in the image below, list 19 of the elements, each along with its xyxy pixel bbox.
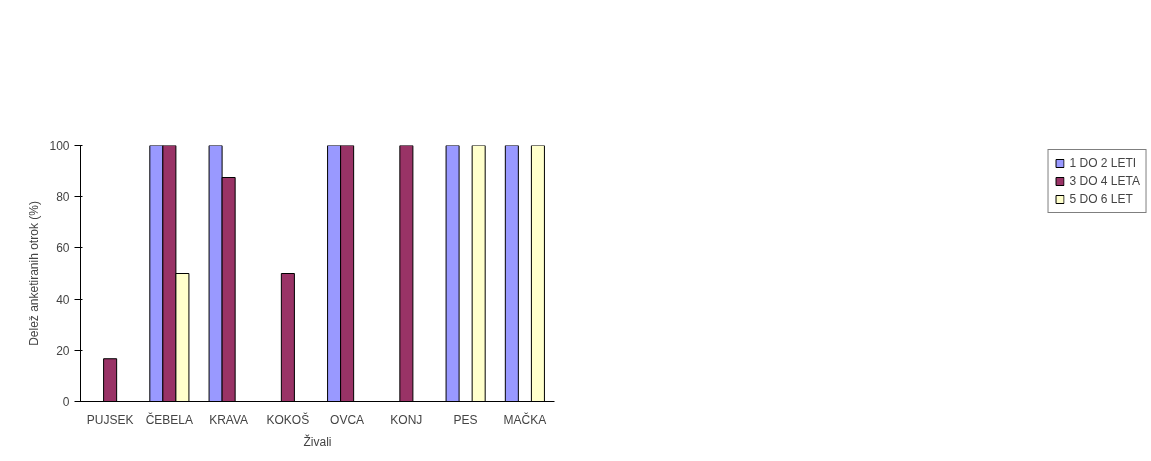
- y-tick-label: 0: [62, 395, 70, 409]
- y-axis-title: Delež anketiranih otrok (%): [27, 201, 42, 346]
- x-tick-label: KOKOŠ: [266, 411, 310, 427]
- x-tick-label: MAČKA: [503, 411, 547, 427]
- y-tick-label: 80: [56, 190, 70, 205]
- y-tick-label: 20: [56, 343, 70, 358]
- x-axis-title: Živali: [303, 433, 332, 449]
- x-tick-label: PUJSEK: [86, 412, 134, 427]
- legend-label: 1 DO 2 LETI: [1069, 156, 1137, 170]
- legend-label: 3 DO 4 LETA: [1069, 174, 1140, 188]
- x-tick-label: KONJ: [390, 412, 423, 427]
- x-tick-label: ČEBELA: [145, 411, 194, 427]
- x-tick-label: KRAVA: [209, 412, 249, 427]
- x-tick-label: OVCA: [330, 412, 365, 427]
- x-tick-label: PES: [453, 412, 478, 427]
- legend-label: 5 DO 6 LET: [1069, 192, 1133, 206]
- y-tick-label: 100: [49, 139, 70, 153]
- y-tick-label: 40: [56, 292, 70, 307]
- y-tick-label: 60: [56, 241, 70, 256]
